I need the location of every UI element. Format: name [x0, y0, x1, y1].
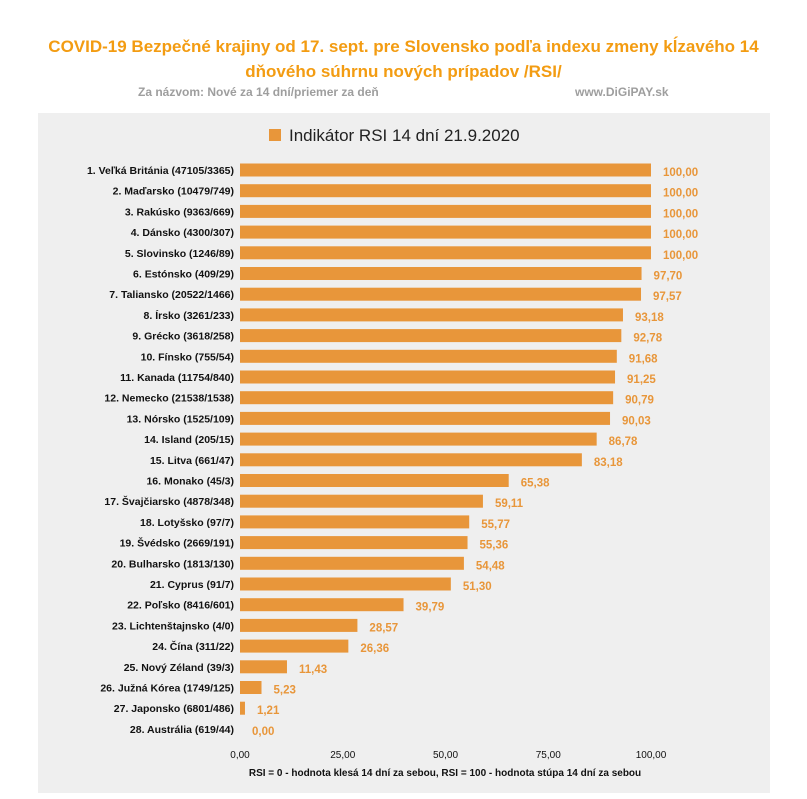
data-label: 92,78	[633, 333, 662, 345]
data-label: 86,78	[609, 436, 638, 448]
bar	[240, 474, 509, 487]
bar	[240, 246, 651, 260]
category-label: 10. Fínsko (755/54)	[141, 351, 234, 363]
legend-swatch	[269, 129, 281, 141]
data-label: 97,70	[654, 271, 683, 283]
category-label: 1. Veľká Británia (47105/3365)	[87, 165, 234, 177]
data-label: 93,18	[635, 312, 664, 324]
data-label: 83,18	[594, 457, 623, 469]
bar	[240, 432, 597, 446]
category-label: 23. Lichtenštajnsko (4/0)	[112, 620, 234, 632]
data-label: 26,36	[360, 643, 389, 655]
bar	[240, 184, 651, 198]
bar	[240, 577, 451, 591]
category-label: 25. Nový Zéland (39/3)	[124, 662, 234, 674]
category-label: 8. Írsko (3261/233)	[144, 309, 234, 322]
x-tick-label: 50,00	[433, 750, 458, 761]
category-label: 20. Bulharsko (1813/130)	[111, 558, 234, 570]
data-label: 91,68	[629, 353, 658, 365]
data-label: 100,00	[663, 167, 698, 179]
category-label: 26. Južná Kórea (1749/125)	[100, 683, 234, 695]
bar	[240, 618, 358, 632]
category-label: 4. Dánsko (4300/307)	[131, 227, 234, 239]
category-label: 15. Litva (661/47)	[150, 455, 234, 467]
category-label: 28. Austrália (619/44)	[130, 724, 234, 736]
bar	[240, 308, 623, 322]
bar	[240, 204, 651, 218]
category-label: 18. Lotyšsko (97/7)	[140, 517, 234, 529]
bar	[240, 267, 642, 280]
x-tick-label: 100,00	[636, 750, 667, 761]
data-label: 1,21	[257, 705, 280, 717]
category-label: 7. Taliansko (20522/1466)	[109, 289, 234, 301]
category-label: 2. Maďarsko (10479/749)	[113, 186, 234, 198]
data-label: 90,03	[622, 415, 651, 427]
category-label: 19. Švédsko (2669/191)	[120, 537, 234, 550]
x-tick-label: 75,00	[536, 750, 561, 761]
category-label: 9. Grécko (3618/258)	[132, 331, 234, 343]
bar	[240, 639, 349, 653]
category-label: 21. Cyprus (91/7)	[150, 579, 234, 591]
category-label: 13. Nórsko (1525/109)	[127, 413, 234, 425]
bar	[240, 411, 611, 425]
category-label: 14. Island (205/15)	[144, 434, 234, 446]
data-label: 54,48	[476, 560, 505, 572]
bar	[240, 681, 262, 694]
bar	[240, 163, 651, 177]
category-label: 27. Japonsko (6801/486)	[114, 703, 234, 715]
category-label: 5. Slovinsko (1246/89)	[125, 248, 234, 260]
chart-area: Indikátor RSI 14 dní 21.9.2020 1. Veľká B…	[38, 113, 770, 793]
category-label: 16. Monako (45/3)	[146, 476, 234, 488]
data-label: 51,30	[463, 581, 492, 593]
legend-label: Indikátor RSI 14 dní 21.9.2020	[289, 126, 520, 145]
bar	[240, 329, 622, 343]
bar	[240, 494, 483, 508]
bar	[240, 370, 616, 384]
x-axis-label: RSI = 0 - hodnota klesá 14 dní za sebou,…	[249, 768, 641, 779]
x-tick-label: 0,00	[230, 750, 250, 761]
bar-chart: Indikátor RSI 14 dní 21.9.2020 1. Veľká B…	[87, 126, 698, 779]
data-label: 97,57	[653, 291, 682, 303]
data-label: 28,57	[369, 622, 398, 634]
data-label: 5,23	[273, 685, 295, 697]
bar	[240, 287, 642, 301]
data-label: 100,00	[663, 250, 698, 262]
bar	[240, 349, 617, 363]
chart-title: COVID-19 Bezpečné krajiny od 17. sept. p…	[48, 37, 759, 81]
category-label: 12. Nemecko (21538/1538)	[104, 393, 234, 405]
x-tick-label: 25,00	[330, 750, 355, 761]
bar	[240, 701, 245, 715]
bar	[240, 453, 582, 467]
category-label: 17. Švajčiarsko (4878/348)	[104, 495, 234, 508]
data-label: 91,25	[627, 374, 656, 386]
data-label: 11,43	[299, 664, 327, 676]
subtitle-note: Za názvom: Nové za 14 dní/priemer za deň	[138, 85, 379, 99]
data-label: 39,79	[416, 602, 445, 614]
bar	[240, 515, 470, 529]
bar	[240, 536, 468, 550]
bar	[240, 556, 464, 570]
category-label: 24. Čína (311/22)	[152, 640, 234, 653]
data-label: 90,79	[625, 395, 654, 407]
category-label: 3. Rakúsko (9363/669)	[125, 206, 234, 218]
data-label: 0,00	[252, 726, 274, 738]
data-label: 100,00	[663, 188, 698, 200]
category-label: 6. Estónsko (409/29)	[133, 269, 234, 281]
bar	[240, 391, 614, 405]
data-label: 100,00	[663, 208, 698, 220]
data-label: 65,38	[521, 478, 550, 490]
category-label: 11. Kanada (11754/840)	[120, 372, 234, 384]
bar	[240, 225, 651, 239]
bar	[240, 598, 404, 612]
bar	[240, 660, 287, 674]
data-label: 100,00	[663, 229, 698, 241]
data-label: 59,11	[495, 498, 524, 510]
website-label: www.DiGiPAY.sk	[575, 85, 669, 99]
data-label: 55,77	[481, 519, 510, 531]
data-label: 55,36	[480, 540, 509, 552]
category-label: 22. Poľsko (8416/601)	[127, 600, 234, 612]
